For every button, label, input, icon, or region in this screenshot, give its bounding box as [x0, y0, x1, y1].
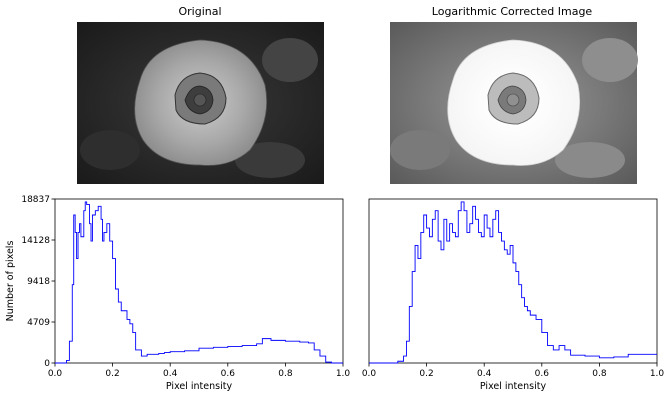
- plot-frame: [368, 198, 658, 364]
- x-tick-label: 0.0: [362, 369, 377, 379]
- x-tick-label: 0.0: [48, 369, 63, 379]
- x-tick-label: 0.2: [105, 369, 119, 379]
- original-title: Original: [178, 5, 221, 18]
- original-image: [77, 22, 324, 184]
- y-tick-label: 0: [44, 359, 50, 369]
- histogram-line: [369, 201, 657, 364]
- x-tick-label: 0.8: [592, 369, 607, 379]
- x-axis-label: Pixel intensity: [166, 381, 233, 392]
- x-tick-label: 0.4: [163, 369, 178, 379]
- histogram-original: 0.0 0.2 0.4 0.6 0.8 1.0 0 4709 9418 14128 18837 Pix…: [5, 195, 350, 392]
- y-axis-label: Number of pixels: [5, 241, 16, 322]
- x-tick-label: 0.6: [535, 369, 550, 379]
- histogram-line: [55, 201, 343, 364]
- histogram-corrected: 0.0 0.2 0.4 0.6 0.8 1.0 Pixel intensity: [362, 198, 665, 392]
- y-tick-label: 14128: [21, 236, 50, 246]
- y-tick-label: 4709: [27, 318, 50, 328]
- x-axis-label: Pixel intensity: [480, 381, 547, 392]
- y-tick-label: 18837: [21, 195, 50, 205]
- x-tick-label: 0.6: [221, 369, 236, 379]
- x-tick-label: 1.0: [336, 369, 351, 379]
- x-tick-label: 0.8: [278, 369, 293, 379]
- corrected-image: [390, 22, 638, 184]
- corrected-title: Logarithmic Corrected Image: [432, 5, 593, 18]
- y-tick-label: 9418: [27, 277, 50, 287]
- x-tick-label: 1.0: [650, 369, 665, 379]
- x-tick-label: 0.4: [477, 369, 492, 379]
- plot-frame: [54, 198, 344, 364]
- x-tick-label: 0.2: [419, 369, 433, 379]
